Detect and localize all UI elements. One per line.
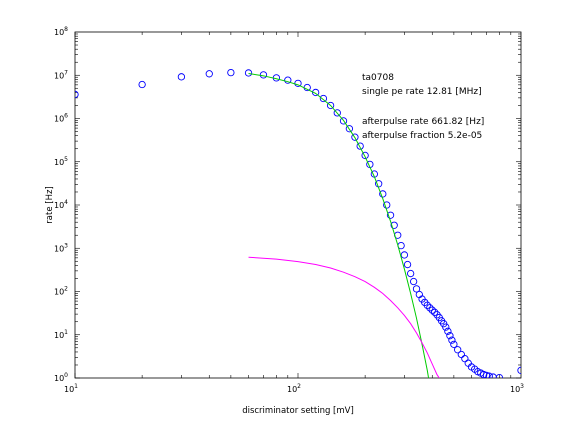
data-point-circle [480,370,488,378]
data-point-circle [339,117,348,125]
data-point-circle [205,70,213,78]
data-point-circle [485,372,493,378]
y-tick-label: 108 [54,26,68,37]
data-point-circle [444,327,452,335]
x-tick-label: 103 [510,383,524,394]
data-point-circle [75,90,79,99]
data-point-circle [428,306,436,314]
data-point-circle [379,190,387,198]
y-tick-label: 106 [54,113,68,124]
axes [74,31,522,379]
data-point-circle [390,221,398,229]
y-tick-label: 100 [54,372,68,383]
data-point-circle [138,80,146,89]
data-point-circle [448,336,456,344]
y-tick-label: 105 [54,156,68,167]
y-tick-label: 103 [54,242,68,253]
data-point-circle [351,133,359,141]
data-point-circle [450,340,458,348]
annotation-afterpulse-rate: afterpulse rate 661.82 [Hz] [362,117,484,127]
data-point-circle [312,88,320,97]
x-axis-label: discriminator setting [mV] [242,406,354,416]
data-point-circle [177,73,186,81]
data-point-circle [517,366,521,375]
annotation-single-pe-rate: single pe rate 12.81 [MHz] [362,87,482,97]
y-axis-label: rate [Hz] [45,186,55,223]
data-point-circle [446,332,454,340]
annotation-block: ta0708 single pe rate 12.81 [MHz] afterp… [362,73,484,141]
data-point-circle [326,101,335,110]
data-point-circle [227,68,235,77]
data-point-circle [457,350,465,359]
data-point-circle [412,285,421,293]
annotation-run-id: ta0708 [362,73,394,83]
data-point-circle [259,71,268,79]
data-point-circle [406,269,415,278]
data-point-circle [244,69,253,77]
data-point-circle [345,125,354,133]
plot-marks [75,68,521,378]
data-point-circle [430,308,439,316]
data-point-circle [423,301,431,309]
data-point-circle [319,94,328,103]
x-tick-label: 102 [287,383,301,394]
annotation-afterpulse-fraction: afterpulse fraction 5.2e-05 [362,131,482,141]
data-point-circle [333,109,341,117]
plot-frame [74,31,522,379]
y-tick-label: 107 [54,69,68,80]
y-tick-label: 102 [54,286,68,297]
data-point-circle [482,371,491,378]
data-point-circle [454,346,462,354]
data-point-circle [383,201,391,209]
data-point-circle [361,151,369,160]
data-point-circle [403,260,412,269]
data-point-circle [386,211,395,219]
x-tick-label: 101 [64,383,78,394]
data-point-circle [356,142,364,150]
data-point-circle [426,304,434,312]
data-point-circle [489,373,497,378]
y-tick-label: 101 [54,329,68,340]
single-pe-fit-line [248,72,430,378]
data-point-circle [442,323,450,331]
y-tick-label: 104 [54,199,68,210]
afterpulse-fit-line [248,256,440,378]
data-point-circle [495,373,504,378]
data-point-circle [461,355,469,363]
data-point-circle [400,251,409,259]
data-point-circle [284,76,292,84]
data-point-circle [409,277,418,286]
